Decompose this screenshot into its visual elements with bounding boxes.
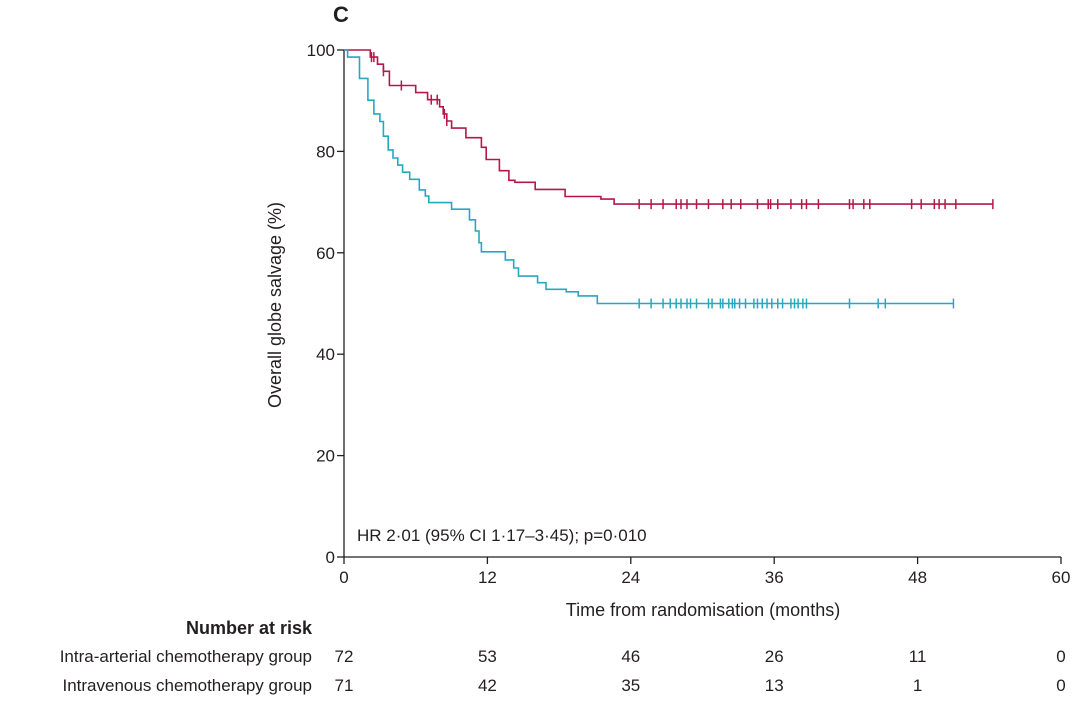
- x-tick-label: 36: [765, 568, 784, 587]
- y-tick-label: 20: [316, 447, 335, 466]
- hazard-ratio-annotation: HR 2·01 (95% CI 1·17–3·45); p=0·010: [357, 526, 647, 545]
- series-0: [344, 49, 994, 210]
- risk-count: 35: [621, 676, 640, 695]
- y-tick-label: 0: [326, 548, 335, 567]
- risk-count: 72: [335, 647, 354, 666]
- risk-count: 53: [478, 647, 497, 666]
- risk-row-label-intravenous: Intravenous chemotherapy group: [63, 676, 313, 695]
- survival-curve-0: [344, 49, 993, 205]
- y-tick-label: 80: [316, 142, 335, 161]
- number-at-risk-title: Number at risk: [186, 618, 313, 638]
- x-tick-label: 60: [1052, 568, 1071, 587]
- x-ticks: 0 12 24 36 48 60: [339, 557, 1070, 587]
- risk-row-label-intra-arterial: Intra-arterial chemotherapy group: [60, 647, 312, 666]
- risk-numbers: 72 53 46 26 11 0 71 42 35 13 1 0: [335, 647, 1066, 695]
- x-tick-label: 48: [908, 568, 927, 587]
- risk-count: 13: [765, 676, 784, 695]
- x-tick-label: 12: [478, 568, 497, 587]
- y-ticks: 0 20 40 60 80 100: [307, 41, 344, 567]
- panel-label: C: [333, 2, 349, 27]
- series-layer: [344, 49, 994, 309]
- survival-curve-1: [344, 49, 954, 305]
- x-tick-label: 0: [339, 568, 348, 587]
- risk-count: 26: [765, 647, 784, 666]
- x-tick-label: 24: [621, 568, 640, 587]
- risk-count: 0: [1056, 676, 1065, 695]
- risk-count: 0: [1056, 647, 1065, 666]
- axes: 0 12 24 36 48 60 0 20 40 60 80 100: [307, 41, 1071, 587]
- y-tick-label: 100: [307, 41, 335, 60]
- risk-count: 11: [909, 647, 927, 666]
- y-tick-label: 60: [316, 244, 335, 263]
- x-axis-title: Time from randomisation (months): [566, 600, 840, 620]
- series-1: [344, 49, 955, 309]
- y-tick-label: 40: [316, 345, 335, 364]
- risk-count: 1: [913, 676, 922, 695]
- risk-count: 42: [478, 676, 497, 695]
- risk-count: 46: [621, 647, 640, 666]
- y-axis-title: Overall globe salvage (%): [265, 202, 285, 408]
- risk-count: 71: [335, 676, 354, 695]
